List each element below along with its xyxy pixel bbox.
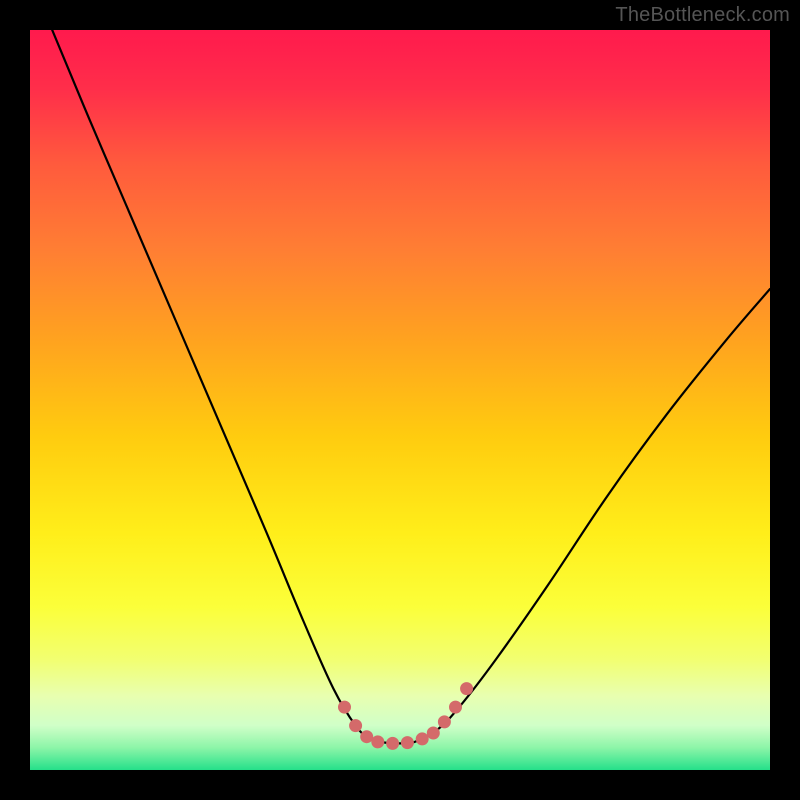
bottleneck-curve bbox=[52, 30, 770, 743]
marker-dot bbox=[461, 683, 473, 695]
marker-dot bbox=[361, 731, 373, 743]
marker-dot bbox=[387, 737, 399, 749]
marker-dot bbox=[372, 736, 384, 748]
chart-frame: TheBottleneck.com bbox=[0, 0, 800, 800]
marker-dot bbox=[350, 720, 362, 732]
marker-dot bbox=[416, 733, 428, 745]
marker-dot bbox=[450, 701, 462, 713]
marker-dot bbox=[438, 716, 450, 728]
marker-dot bbox=[427, 727, 439, 739]
curve-layer bbox=[0, 0, 800, 800]
marker-dot bbox=[401, 737, 413, 749]
marker-dot bbox=[339, 701, 351, 713]
